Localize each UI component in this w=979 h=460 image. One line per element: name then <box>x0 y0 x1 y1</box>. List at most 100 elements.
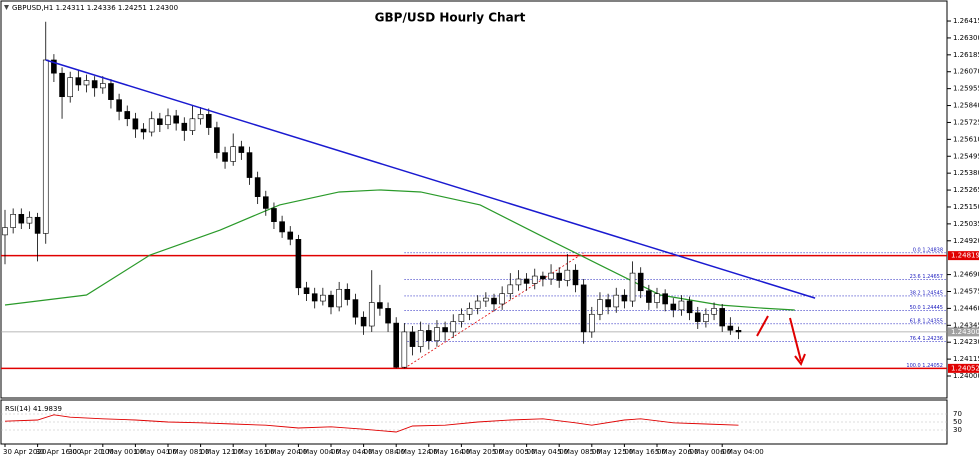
candle-body <box>34 216 41 234</box>
price-label-box <box>948 363 979 373</box>
candle-body <box>507 284 514 294</box>
candle-body <box>287 231 294 240</box>
candle-body <box>311 293 318 302</box>
candle-body <box>735 329 742 333</box>
candle-body <box>51 59 57 74</box>
trendline <box>45 59 816 299</box>
candle-body <box>328 294 334 308</box>
fib-label: 50.0 1.24445 <box>910 305 943 311</box>
x-tick-label: 4 May 00:00 <box>296 448 340 456</box>
x-tick-label: 4 May 12:00 <box>394 448 438 456</box>
header: GBPUSD,H1 1.24311 1.24336 1.24251 1.2430… <box>12 4 178 12</box>
y-tick-label: 1.24460 <box>953 304 979 312</box>
candle-body <box>727 325 734 331</box>
candle-body <box>597 299 603 315</box>
x-tick-label: 1 May 00:00 <box>101 448 145 456</box>
y-tick-label: 1.25035 <box>953 220 979 228</box>
y-tick-label: 1.25265 <box>953 186 979 194</box>
y-tick-label: 1.25840 <box>953 102 979 110</box>
y-tick-label: 1.24575 <box>953 287 979 295</box>
candle-body <box>91 80 98 89</box>
fib-label: 23.6 1.24657 <box>910 274 943 280</box>
candle-body <box>588 313 595 333</box>
candle-body <box>140 128 147 133</box>
candle-body <box>654 293 660 303</box>
candle-body <box>222 152 228 162</box>
candle-body <box>197 114 204 120</box>
candle-body <box>132 118 139 130</box>
candle-body <box>409 331 416 347</box>
x-tick-label: 1 May 04:00 <box>133 448 177 456</box>
candle-body <box>26 216 33 224</box>
plot: 1.26415 1.26300 1.26185 1.26070 1.25955 1.258… <box>1 17 979 456</box>
y-tick-label: 1.26300 <box>953 34 979 42</box>
candle-body <box>540 275 546 280</box>
candle-body <box>230 146 236 162</box>
candle-body <box>246 152 253 178</box>
candle-body <box>67 77 73 98</box>
candle-body <box>434 327 440 342</box>
arrow-up <box>756 315 769 337</box>
candle-body <box>165 115 171 125</box>
candle-body <box>621 294 628 302</box>
y-tick-label: 1.26415 <box>953 17 979 25</box>
candle-body <box>360 316 367 327</box>
y-tick-label: 1.26070 <box>953 68 979 76</box>
chart-title: GBP/USD Hourly Chart <box>375 11 526 25</box>
candle-body <box>295 239 302 289</box>
y-tick-label: 1.24920 <box>953 237 979 245</box>
x-tick-label: 1 May 16:00 <box>231 448 275 456</box>
y-tick-label: 1.26185 <box>953 51 979 59</box>
candle-body <box>499 293 505 305</box>
candle-body <box>703 313 709 322</box>
candle-body <box>116 99 122 112</box>
candle-body <box>108 83 114 100</box>
candle-body <box>2 227 8 236</box>
fib-label: 38.2 1.24545 <box>910 290 943 296</box>
y-tick-label: 1.25495 <box>953 152 979 160</box>
candle-body <box>572 269 579 286</box>
price-label: 1.24052 <box>951 364 979 372</box>
candle-body <box>605 299 611 308</box>
y-tick-label: 1.25610 <box>953 135 979 143</box>
x-tick-label: 4 May 08:00 <box>362 448 406 456</box>
candle-body <box>344 288 351 300</box>
candle-body <box>686 300 693 314</box>
candle-body <box>254 177 261 197</box>
candle-body <box>483 297 489 302</box>
candle-body <box>83 80 90 86</box>
x-tick-label: 5 May 08:00 <box>557 448 601 456</box>
candle-body <box>548 272 554 280</box>
price-label-box <box>948 251 979 261</box>
candle-body <box>719 308 726 327</box>
candle-body <box>515 278 522 286</box>
candle-body <box>368 302 375 327</box>
candle-body <box>100 83 106 89</box>
fib-label: 100.0 1.24052 <box>906 363 943 369</box>
arrow-head <box>794 353 806 367</box>
rsi-line <box>4 414 739 433</box>
fib-label: 76.4 1.24236 <box>910 336 943 342</box>
candle-body <box>18 214 25 224</box>
candle-body <box>474 300 481 309</box>
rsi-label: RSI(14) 41.9839 <box>5 405 62 413</box>
candle-body <box>124 111 131 120</box>
fib-label: 61.8 1.24355 <box>910 318 943 324</box>
candle-body <box>580 284 587 333</box>
x-tick-label: 5 May 00:00 <box>492 448 536 456</box>
y-tick-label: 1.25380 <box>953 169 979 177</box>
x-tick-label: 30 Apr 16:00 <box>36 448 82 456</box>
candle-body <box>148 118 155 133</box>
candle-body <box>189 118 196 131</box>
x-tick-label: 5 May 20:00 <box>655 448 699 456</box>
y-tick-label: 1.25150 <box>953 203 979 211</box>
candle-body <box>352 299 359 318</box>
price-label: 1.24819 <box>951 252 979 260</box>
candle-body <box>678 300 685 311</box>
candle-body <box>401 331 408 368</box>
candle-body <box>466 308 473 315</box>
candle-body <box>711 308 717 315</box>
